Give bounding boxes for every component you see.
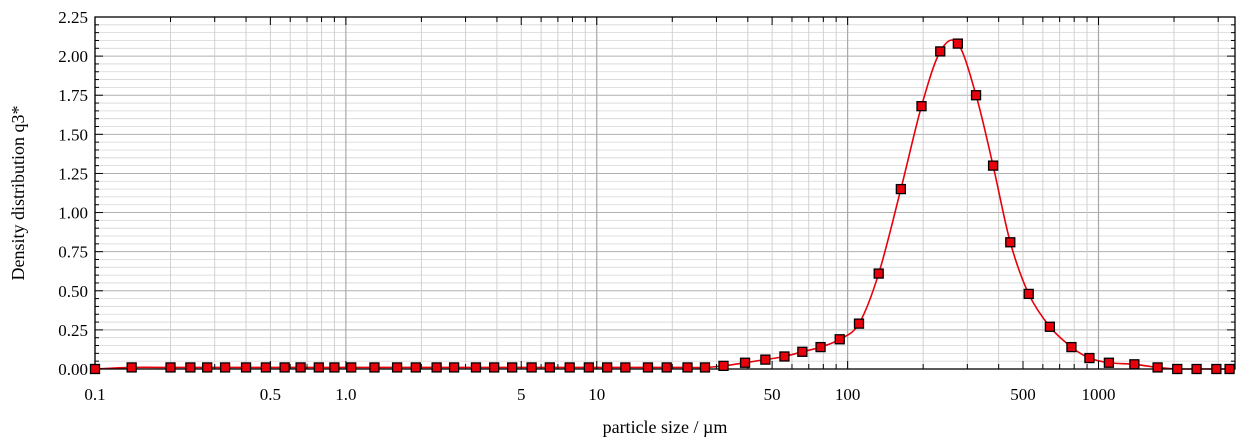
x-tick-label: 1000 bbox=[1082, 385, 1116, 404]
y-tick-label: 0.25 bbox=[58, 321, 88, 340]
grid-lines bbox=[94, 16, 1235, 370]
plot-frame bbox=[94, 16, 1236, 370]
data-point bbox=[853, 318, 865, 329]
data-point bbox=[219, 362, 231, 373]
data-point bbox=[739, 357, 751, 368]
x-tick-label: 0.5 bbox=[260, 385, 281, 404]
x-tick-label: 5 bbox=[517, 385, 526, 404]
x-tick-label: 50 bbox=[764, 385, 781, 404]
y-tick-label: 1.25 bbox=[58, 164, 88, 183]
data-point bbox=[313, 362, 324, 373]
x-tick-label: 0.1 bbox=[84, 385, 105, 404]
x-tick-label: 500 bbox=[1010, 385, 1036, 404]
data-point bbox=[431, 362, 442, 373]
x-tick-label: 100 bbox=[835, 385, 861, 404]
data-point bbox=[815, 341, 826, 353]
data-point bbox=[895, 183, 907, 195]
data-point bbox=[346, 362, 357, 373]
data-point bbox=[952, 38, 963, 49]
data-point bbox=[916, 101, 927, 112]
data-point bbox=[1211, 363, 1222, 375]
y-tick-label: 1.00 bbox=[58, 204, 88, 223]
data-point bbox=[240, 362, 252, 373]
data-point bbox=[369, 362, 380, 373]
data-point bbox=[779, 351, 790, 362]
data-point bbox=[935, 46, 946, 57]
data-point bbox=[470, 362, 482, 373]
data-point bbox=[185, 362, 196, 373]
y-tick-label: 1.50 bbox=[58, 125, 88, 144]
data-point bbox=[1129, 359, 1140, 370]
data-point bbox=[165, 362, 176, 373]
data-point bbox=[1084, 352, 1095, 364]
y-tick-label: 0.50 bbox=[58, 282, 88, 301]
tick-labels: 0.1 0.5 1.0 5 10 50 100 500 1000 0.00 0.25 0.50 0.75… bbox=[58, 8, 1115, 404]
data-point bbox=[391, 362, 403, 373]
data-point bbox=[970, 90, 982, 101]
data-point bbox=[260, 362, 272, 373]
data-point bbox=[295, 362, 306, 373]
data-point bbox=[1152, 362, 1163, 373]
data-point bbox=[1044, 321, 1056, 332]
data-point bbox=[797, 346, 808, 357]
plot-border bbox=[94, 16, 1236, 370]
data-point bbox=[873, 268, 884, 279]
data-point bbox=[506, 362, 518, 373]
x-axis-label: particle size / µm bbox=[603, 417, 728, 437]
data-point bbox=[279, 362, 290, 373]
axis-ticks bbox=[94, 16, 1235, 370]
data-point bbox=[601, 362, 613, 373]
data-point bbox=[682, 362, 693, 373]
y-tick-label: 2.25 bbox=[58, 8, 88, 27]
data-point bbox=[564, 362, 575, 373]
data-point bbox=[1103, 357, 1115, 368]
data-point bbox=[642, 362, 654, 373]
data-point bbox=[544, 362, 555, 373]
data-point bbox=[583, 362, 594, 373]
data-point bbox=[987, 160, 999, 171]
data-point bbox=[526, 362, 537, 373]
data-point bbox=[489, 362, 500, 373]
data-point bbox=[661, 362, 672, 373]
data-point bbox=[1191, 363, 1202, 375]
data-point bbox=[718, 360, 729, 372]
data-point bbox=[1172, 363, 1183, 375]
data-point bbox=[760, 354, 771, 365]
data-point bbox=[1023, 288, 1034, 300]
y-tick-label: 0.00 bbox=[58, 360, 88, 379]
data-point bbox=[620, 362, 631, 373]
data-point bbox=[410, 362, 421, 373]
x-tick-label: 10 bbox=[588, 385, 605, 404]
y-axis-label: Density distribution q3* bbox=[8, 106, 28, 281]
x-tick-label: 1.0 bbox=[335, 385, 356, 404]
data-point bbox=[329, 362, 340, 373]
data-point bbox=[699, 362, 711, 373]
data-point bbox=[126, 362, 137, 373]
data-points bbox=[89, 38, 1235, 375]
data-point bbox=[1224, 363, 1235, 375]
data-point bbox=[1005, 237, 1016, 248]
data-point bbox=[89, 363, 101, 375]
data-point bbox=[448, 362, 460, 373]
data-point bbox=[202, 362, 213, 373]
y-tick-label: 0.75 bbox=[58, 243, 88, 262]
data-point bbox=[1066, 341, 1077, 353]
y-tick-label: 1.75 bbox=[58, 86, 88, 105]
data-point bbox=[834, 334, 845, 345]
y-tick-label: 2.00 bbox=[58, 47, 88, 66]
